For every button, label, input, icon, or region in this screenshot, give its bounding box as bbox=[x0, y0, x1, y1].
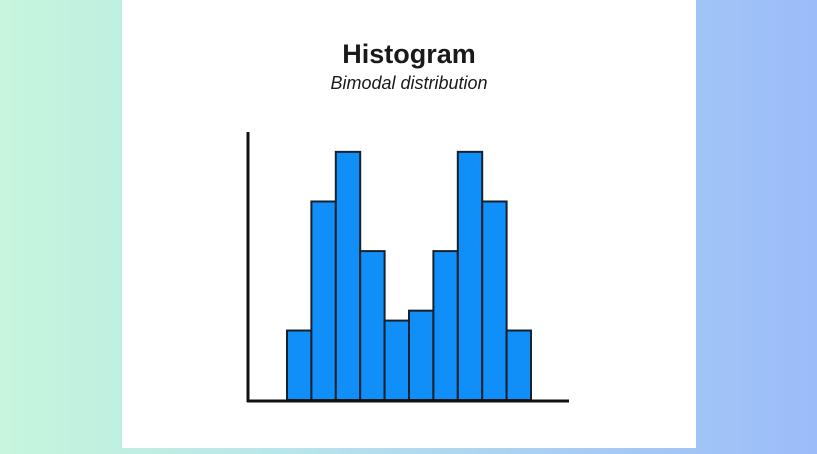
bar bbox=[456, 150, 484, 401]
bar bbox=[383, 319, 411, 401]
bar bbox=[286, 329, 313, 402]
bar bbox=[481, 200, 508, 401]
bar bbox=[334, 150, 362, 401]
chart-title: Histogram bbox=[342, 39, 476, 69]
bar bbox=[408, 309, 435, 401]
bar bbox=[432, 250, 459, 401]
bar bbox=[359, 250, 386, 401]
bar bbox=[505, 329, 533, 402]
bar bbox=[310, 200, 337, 401]
chart-subtitle: Bimodal distribution bbox=[330, 73, 487, 93]
